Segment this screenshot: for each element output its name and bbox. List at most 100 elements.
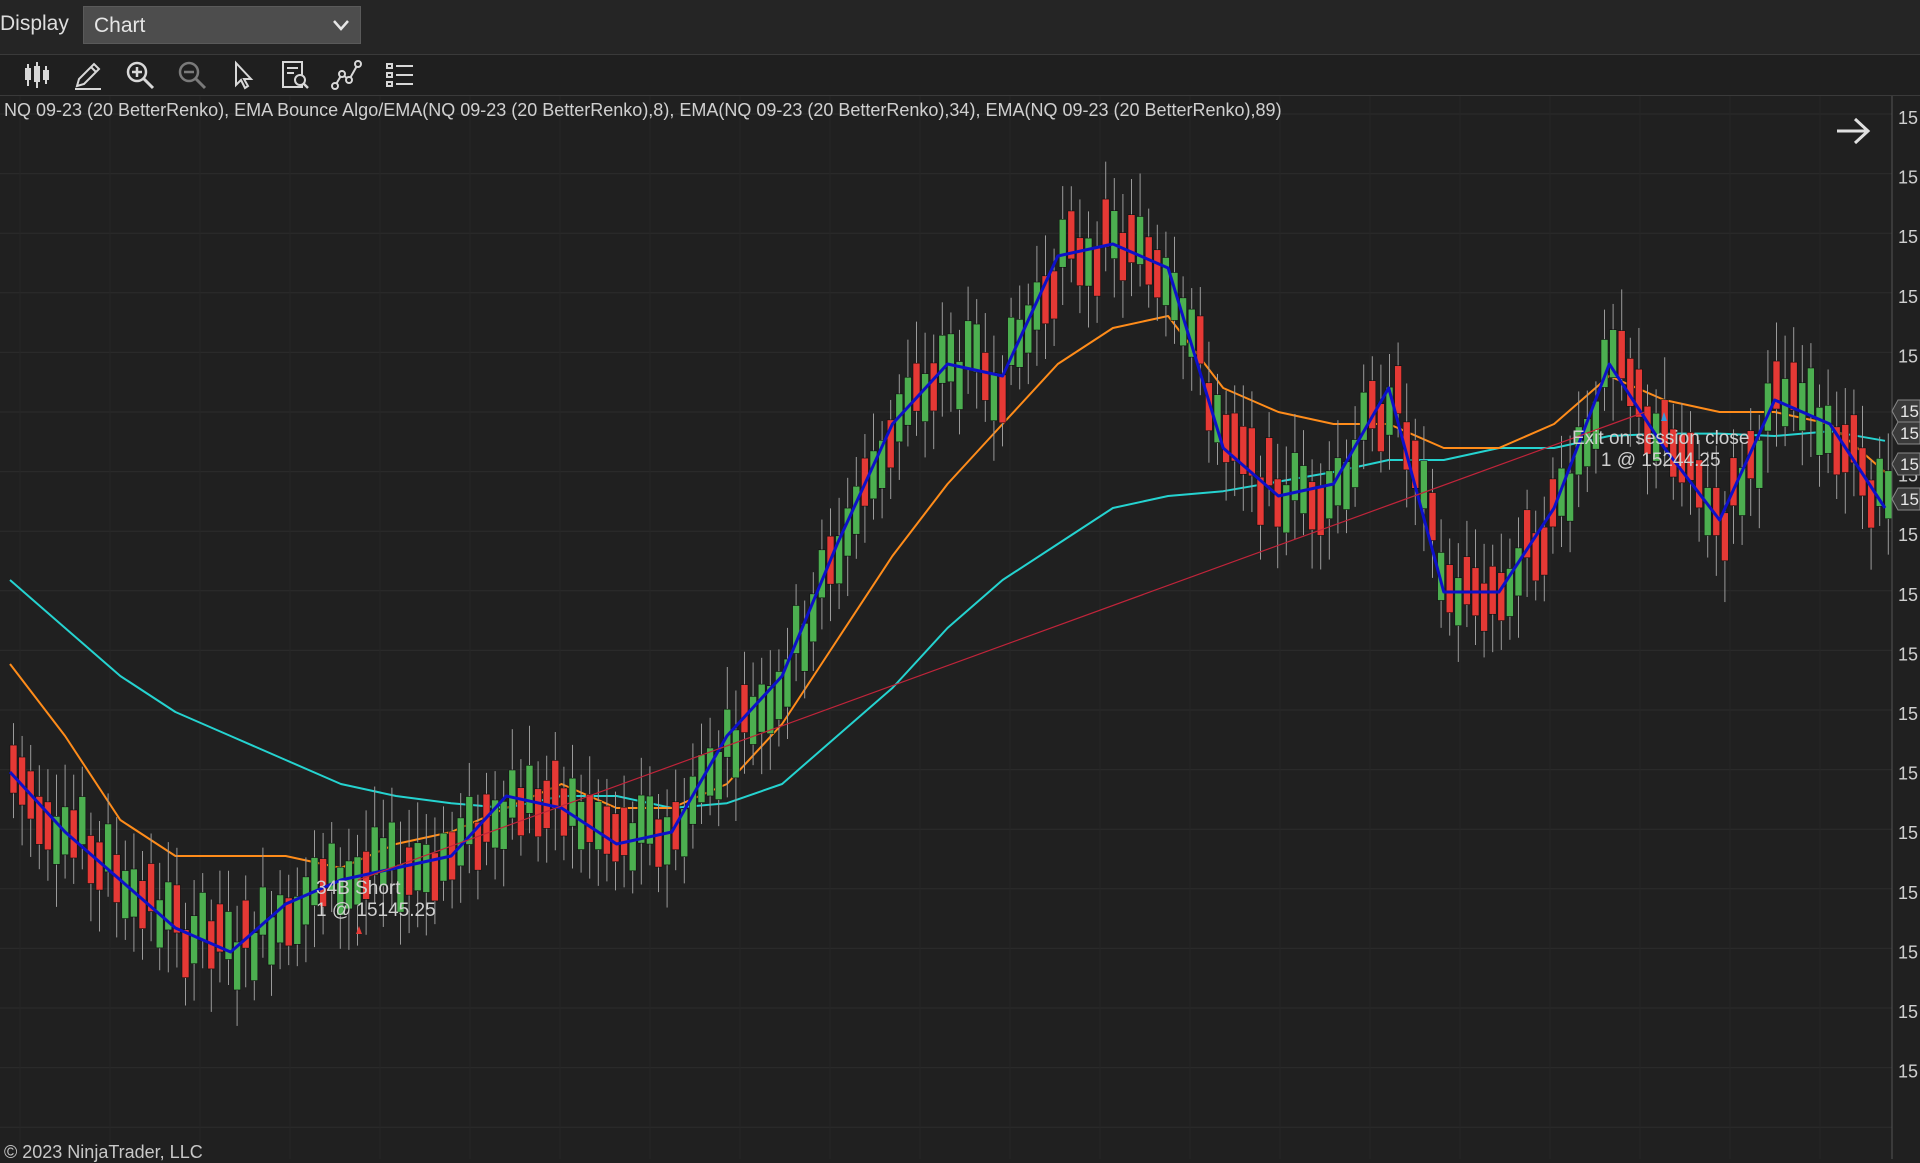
- up-candle: [224, 911, 233, 960]
- down-candle: [1832, 426, 1841, 476]
- down-candle: [551, 760, 560, 809]
- down-candle: [1308, 481, 1316, 531]
- down-candle: [69, 809, 78, 859]
- price-marker-label: 15: [1900, 424, 1919, 443]
- down-candle: [611, 813, 620, 863]
- up-candle: [663, 816, 671, 866]
- up-candle: [388, 821, 396, 871]
- price-tick-label: 15: [1898, 1062, 1918, 1082]
- up-candle: [1755, 439, 1764, 489]
- display-label: Display: [0, 12, 69, 35]
- up-candle: [809, 593, 818, 643]
- down-candle: [1196, 315, 1205, 365]
- exit-label: Exit on session close 1 @ 15244.25: [1572, 428, 1749, 472]
- down-candle: [1488, 565, 1497, 615]
- price-tick-label: 15: [1898, 704, 1918, 724]
- down-candle: [1497, 572, 1506, 621]
- zoom-in-icon[interactable]: [123, 58, 157, 92]
- up-candle: [1824, 405, 1832, 454]
- ema-line: [8, 242, 1887, 954]
- up-candle: [310, 857, 319, 906]
- up-candle: [190, 915, 198, 965]
- down-candle: [1119, 232, 1127, 281]
- down-candle: [138, 880, 147, 929]
- zoom-out-icon[interactable]: [175, 58, 209, 92]
- arrow-right-icon[interactable]: [1833, 114, 1873, 148]
- price-marker: [1891, 487, 1920, 511]
- up-candle: [714, 751, 723, 800]
- down-candle: [1531, 532, 1540, 582]
- up-candle: [1703, 487, 1712, 536]
- price-tick-label: 15: [1898, 585, 1918, 605]
- up-candle: [637, 794, 646, 844]
- down-candle: [886, 419, 895, 469]
- down-candle: [981, 352, 990, 401]
- up-candle: [370, 826, 379, 876]
- up-candle: [1359, 391, 1368, 441]
- price-tick-label: 15: [1898, 764, 1918, 784]
- data-box-icon[interactable]: [278, 58, 312, 92]
- up-candle: [1566, 472, 1574, 522]
- up-candle: [938, 334, 947, 384]
- down-candle: [1368, 380, 1377, 429]
- bar-type-icon[interactable]: [20, 58, 54, 92]
- up-candle: [525, 765, 534, 814]
- down-candle: [1127, 214, 1136, 263]
- pointer-icon[interactable]: [226, 58, 260, 92]
- down-candle: [241, 899, 250, 949]
- down-candle: [1394, 365, 1402, 415]
- price-marker: [1891, 421, 1920, 445]
- price-tick-label: 15: [1898, 644, 1918, 664]
- properties-list-icon[interactable]: [383, 58, 417, 92]
- up-candle: [1420, 460, 1428, 509]
- down-candle: [35, 796, 44, 845]
- down-candle: [517, 787, 525, 836]
- price-marker-label: 15: [1900, 455, 1919, 474]
- up-candle: [121, 870, 130, 919]
- up-candle: [293, 896, 302, 945]
- up-candle: [792, 605, 800, 654]
- down-candle: [431, 852, 439, 902]
- down-candle: [1721, 512, 1729, 562]
- up-candle: [1058, 218, 1067, 268]
- price-axis: [1892, 96, 1920, 1159]
- down-candle: [929, 362, 938, 412]
- down-candle: [1093, 247, 1101, 297]
- down-candle: [1101, 198, 1110, 248]
- price-marker-label: 15: [1900, 402, 1919, 421]
- up-candle: [1506, 568, 1514, 617]
- up-candle: [878, 440, 886, 489]
- up-candle: [1136, 216, 1144, 265]
- down-candle: [181, 929, 190, 978]
- price-chart[interactable]: 1515151515151515151515151515151515151515…: [0, 96, 1920, 1159]
- price-tick-label: 15: [1898, 942, 1918, 962]
- ema-line: [9, 315, 1886, 869]
- entry-label-name: 34B Short: [316, 878, 401, 899]
- up-candle: [353, 856, 362, 906]
- down-candle: [405, 846, 413, 896]
- up-candle: [104, 823, 112, 873]
- chart-header: NQ 09-23 (20 BetterRenko), EMA Bounce Al…: [4, 100, 1282, 120]
- price-marker-label: 15: [1900, 490, 1919, 509]
- up-candle: [1291, 452, 1299, 501]
- down-candle: [1772, 360, 1781, 410]
- down-candle: [1789, 361, 1798, 411]
- up-candle: [921, 373, 929, 422]
- down-candle: [534, 788, 542, 838]
- chart-panel[interactable]: 15 15 15 15 15 15 15 15 15 15 15 15 15 15 15 15 15 15 15 15…: [0, 96, 1920, 1162]
- chart-style-icon[interactable]: [330, 58, 364, 92]
- down-candle: [1617, 330, 1626, 379]
- down-candle: [1635, 368, 1643, 418]
- pencil-icon[interactable]: [71, 58, 105, 92]
- price-marker: [1891, 452, 1920, 476]
- up-candle: [1798, 382, 1807, 432]
- up-candle: [904, 376, 912, 426]
- up-candle: [757, 683, 766, 733]
- up-candle: [955, 361, 964, 410]
- up-candle: [259, 886, 267, 936]
- down-candle: [1050, 270, 1058, 320]
- display-dropdown[interactable]: Chart: [83, 6, 361, 44]
- price-tick-label: 15: [1898, 287, 1918, 307]
- up-candle: [594, 801, 603, 850]
- up-candle: [1884, 470, 1893, 520]
